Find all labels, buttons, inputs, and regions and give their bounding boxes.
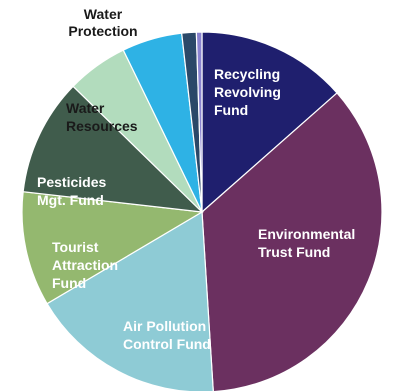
slice-label-6: Water Resources	[66, 100, 138, 134]
pie-slice-3	[46, 210, 214, 391]
pie-slice-2	[201, 92, 383, 391]
pie-slice-9	[195, 31, 203, 213]
slice-label-5: Pesticides Mgt. Fund	[37, 174, 106, 208]
slice-label-3: Air Pollution Control Fund	[123, 318, 211, 352]
pie-slice-4	[21, 191, 204, 305]
slice-label-7: Water Protection	[68, 6, 137, 39]
pie-slice-5	[22, 85, 204, 213]
slice-label-2: Environmental Trust Fund	[258, 226, 355, 260]
pie-slice-1	[201, 31, 338, 214]
slice-label-1: Recycling Revolving Fund	[214, 66, 281, 118]
slice-label-4: Tourist Attraction Fund	[52, 239, 118, 291]
